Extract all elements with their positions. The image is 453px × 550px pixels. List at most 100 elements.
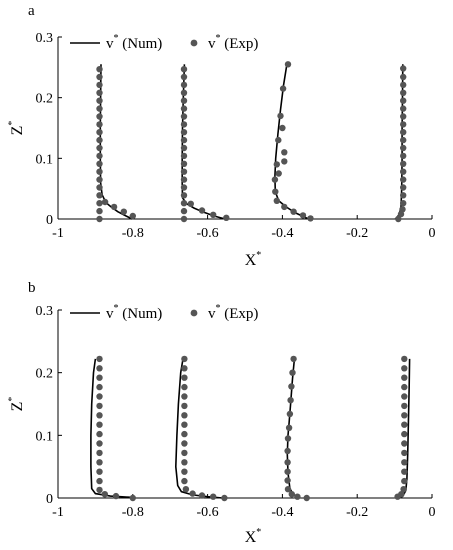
exp-data-point [180, 160, 188, 167]
exp-data-point [187, 200, 194, 207]
x-tick-label: -1 [52, 226, 64, 241]
exp-data-point [290, 208, 297, 215]
y-tick-label: 0.3 [36, 31, 54, 46]
exp-data-point [180, 97, 188, 104]
exp-data-point [400, 192, 407, 199]
exp-data-point [400, 73, 407, 81]
exp-data-point [401, 365, 408, 372]
exp-data-point [400, 65, 407, 72]
y-tick-label: 0 [46, 213, 53, 228]
exp-data-point [289, 369, 296, 376]
exp-data-point [96, 421, 103, 428]
exp-data-point [299, 212, 307, 219]
exp-data-point [400, 113, 407, 120]
exp-data-point [275, 136, 282, 144]
exp-data-point [285, 424, 293, 431]
exp-data-point [181, 459, 188, 466]
exp-data-point [400, 176, 407, 183]
exp-data-point [400, 200, 407, 207]
legend-exp-var: v [208, 306, 216, 322]
exp-data-point [181, 421, 188, 428]
y-axis-title-text: Z [9, 402, 26, 412]
exp-data-point [96, 160, 103, 167]
exp-data-point [96, 144, 103, 152]
exp-data-point [129, 212, 136, 220]
legend-exp-suffix: (Exp) [221, 36, 259, 52]
exp-data-point [180, 192, 188, 199]
exp-data-point [96, 355, 103, 363]
exp-data-point [394, 493, 401, 500]
exp-data-point [272, 188, 279, 195]
exp-data-point [96, 440, 103, 447]
y-axis-title: Z* [7, 397, 26, 412]
legend: v* (Num) v* (Exp) [70, 303, 258, 322]
exp-data-point [198, 492, 206, 499]
exp-data-point [96, 412, 103, 419]
legend-num-suffix: (Num) [119, 306, 163, 322]
exp-data-point [181, 402, 188, 410]
exp-data-point [284, 61, 292, 68]
exp-data-point [399, 206, 406, 213]
exp-data-point [288, 383, 295, 390]
exp-data-point [400, 152, 407, 160]
exp-data-point [96, 89, 103, 97]
num-profile-line [99, 64, 133, 220]
exp-data-point [96, 136, 103, 144]
exp-data-point [96, 459, 103, 466]
exp-data-point [181, 383, 188, 391]
exp-data-point [96, 430, 103, 438]
exp-data-point [181, 374, 188, 381]
x-axis-title-text: X [245, 529, 257, 546]
x-tick-label: -0.2 [346, 226, 368, 241]
exp-data-point [96, 66, 103, 73]
exp-data-point [294, 493, 301, 500]
legend-exp-sup: * [216, 33, 221, 44]
exp-data-point [401, 383, 408, 391]
x-tick-label: -0.8 [122, 505, 144, 520]
legend-label-exp: v* (Exp) [208, 33, 258, 52]
exp-data-point [401, 421, 408, 428]
exp-data-point [281, 203, 288, 211]
exp-data-point [180, 200, 188, 207]
exp-data-point [303, 494, 310, 502]
exp-data-point [288, 491, 295, 498]
exp-data-point [181, 430, 188, 438]
exp-data-point [96, 449, 103, 457]
exp-data-point [180, 105, 188, 112]
exp-data-point [180, 73, 188, 81]
exp-data-point [112, 492, 120, 500]
x-tick-label: -0.4 [271, 226, 293, 241]
exp-data-point [286, 410, 294, 418]
exp-data-point [181, 440, 188, 447]
x-axis-title: X* [245, 527, 262, 546]
exp-data-point [180, 207, 188, 215]
x-tick-label: -0.6 [197, 505, 219, 520]
panel-label: b [28, 280, 36, 296]
y-tick-label: 0.2 [36, 367, 54, 382]
exp-data-point [271, 176, 279, 183]
exp-data-point [181, 449, 188, 457]
exp-data-point [180, 152, 188, 160]
exp-data-point [96, 468, 103, 475]
exp-data-point [400, 81, 407, 89]
exp-data-point [401, 477, 408, 485]
num-profile-line [181, 64, 226, 220]
x-axis-title-sup: * [256, 250, 261, 261]
exp-data-point [284, 447, 291, 455]
exp-data-point [182, 486, 190, 493]
exp-data-point [96, 73, 103, 81]
exp-data-point [96, 113, 103, 120]
exp-data-point [180, 113, 188, 120]
exp-data-point [198, 207, 206, 214]
exp-data-point [180, 176, 188, 183]
x-axis-title: X* [245, 250, 262, 269]
exp-data-point [401, 459, 408, 466]
x-tick-label: -0.6 [197, 226, 219, 241]
exp-data-point [96, 168, 103, 175]
exp-data-point [400, 121, 407, 128]
exp-data-point [400, 486, 407, 493]
exp-data-point [180, 168, 188, 175]
panel-label: a [28, 3, 35, 19]
exp-data-point [273, 161, 280, 168]
